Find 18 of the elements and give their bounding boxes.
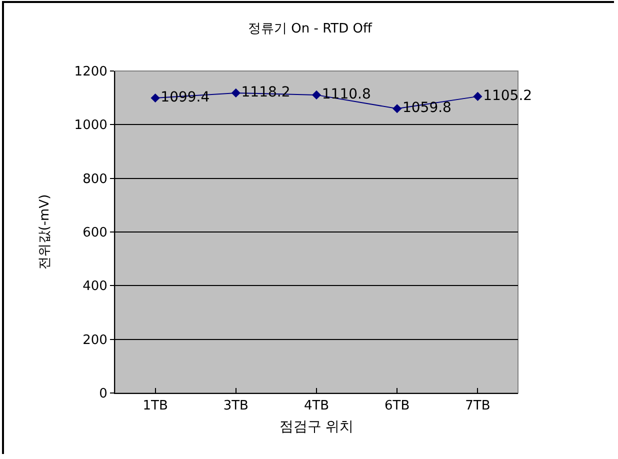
y-tick-label: 1000 (74, 118, 108, 134)
x-tick-label: 1TB (142, 398, 168, 414)
x-axis-title: 점검구 위치 (279, 418, 354, 435)
y-tick-label: 600 (82, 226, 108, 241)
y-tick-label: 1200 (74, 64, 108, 80)
x-tick-label: 7TB (465, 398, 490, 414)
chart-title: 정류기 On - RTD Off (248, 21, 373, 36)
x-tick-label: 6TB (384, 398, 410, 414)
data-label: 1059.8 (402, 100, 452, 116)
y-tick-label: 200 (82, 332, 108, 348)
data-label: 1110.8 (322, 86, 371, 102)
y-tick-label: 0 (99, 386, 108, 402)
y-axis-title: 전위값(-mV) (37, 194, 52, 270)
y-tick-label: 400 (82, 279, 108, 294)
x-tick-label: 4TB (304, 398, 330, 414)
x-tick-label: 3TB (223, 398, 248, 414)
y-tick-label: 800 (82, 172, 108, 187)
data-label: 1105.2 (483, 88, 532, 104)
